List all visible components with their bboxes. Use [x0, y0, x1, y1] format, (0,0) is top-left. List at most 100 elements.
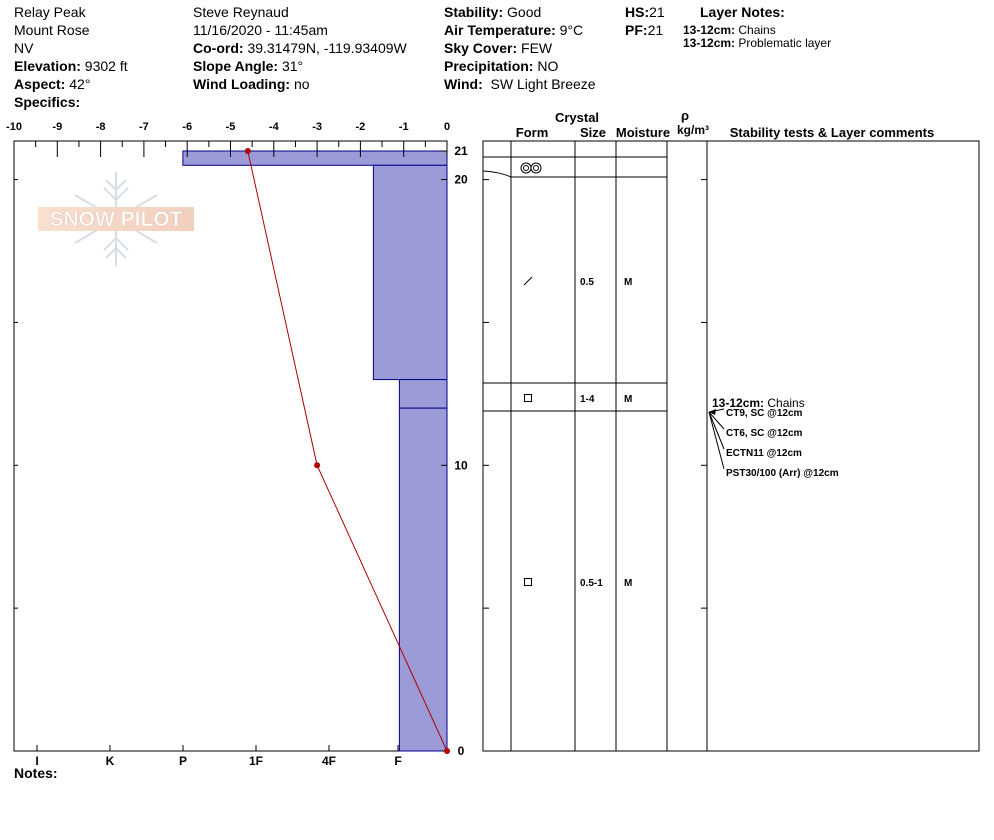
header-crystal: Crystal: [555, 110, 599, 125]
depth-connector: [482, 170, 512, 178]
location: Relay Peak: [14, 4, 86, 20]
slope-row: Slope Angle: 31°: [193, 58, 304, 74]
layer-moisture: M: [624, 277, 632, 288]
temperature-axis: -10 -9 -8 -7 -6 -5 -4 -3 -2 -1 0: [6, 121, 450, 157]
rounds-icon: [533, 165, 539, 171]
layer-table-rows: 0.5 M 1-4 M 0.5-1 M: [482, 156, 667, 589]
layer-comment-depth: 13-12cm:: [712, 396, 764, 410]
layer-table-frame: [482, 140, 980, 752]
pf-value: 21: [647, 22, 664, 38]
layer-table-columns: [510, 141, 708, 751]
header-moisture: Moisture: [616, 125, 670, 140]
layer-size: 0.5: [580, 277, 594, 288]
coord-row: Co-ord: 39.31479N, -119.93409W: [193, 40, 407, 56]
layer-comment: 13-12cm: Chains: [712, 396, 805, 410]
hardness-layer-bar: [372, 164, 448, 381]
temp-tick-label: -9: [52, 121, 62, 133]
datetime: 11/16/2020 - 11:45am: [193, 22, 328, 38]
layer-size: 0.5-1: [580, 578, 603, 589]
wind-loading-row: Wind Loading: no: [193, 76, 310, 92]
hardness-tick-label: 4F: [322, 754, 336, 768]
depth-tick-label: 21: [454, 144, 468, 158]
air-temp-value: 9°C: [559, 22, 584, 38]
depth-axis: 0 10 20 21: [14, 144, 707, 758]
hardness-tick-label: F: [394, 754, 401, 768]
temperature-profile: [244, 148, 450, 754]
snowpilot-logo: SNOW PILOT: [38, 172, 194, 266]
test-pointer-line: [708, 411, 725, 430]
elevation-value: 9302 ft: [84, 58, 128, 74]
layer-note-1: 13-12cm: Chains: [683, 23, 776, 37]
temp-tick-label: -1: [399, 121, 409, 133]
layer-comment-text: Chains: [767, 396, 804, 410]
hardness-layer-bar: [182, 150, 448, 166]
stability-value: Good: [507, 4, 542, 20]
temp-tick-label: -5: [226, 121, 236, 133]
aspect-row: Aspect: 42°: [14, 76, 91, 92]
hardness-layer-bar: [398, 407, 448, 752]
temp-tick-label: -10: [6, 121, 22, 133]
rounds-icon: [523, 165, 529, 171]
temp-tick-label: -4: [269, 121, 280, 133]
layer-moisture: M: [624, 394, 632, 405]
hardness-tick-label: 1F: [249, 754, 263, 768]
layer-note-2: 13-12cm: Problematic layer: [683, 36, 832, 50]
stability-row: Stability: Good: [444, 4, 542, 20]
observer: Steve Reynaud: [193, 4, 289, 20]
hs-row: HS:21: [625, 4, 665, 20]
temp-tick-label: -2: [356, 121, 366, 133]
temperature-point: [314, 462, 321, 469]
rounds-icon: [520, 162, 532, 174]
temp-tick-label: -7: [139, 121, 149, 133]
air-temp-row: Air Temperature: 9°C: [444, 22, 584, 38]
sky-value: FEW: [521, 40, 553, 56]
hardness-tick-label: P: [179, 754, 187, 768]
hardness-tick-label: I: [35, 754, 38, 768]
header-density-unit: kg/m³: [677, 123, 709, 137]
layer-size: 1-4: [580, 394, 595, 405]
sky-row: Sky Cover: FEW: [444, 40, 553, 56]
pf-row: PF:21: [625, 22, 664, 38]
square-icon: [524, 578, 532, 586]
wind-row: Wind: SW Light Breeze: [444, 76, 596, 92]
temperature-point: [244, 148, 251, 154]
stability-test-1: CT9, SC @12cm: [726, 408, 803, 419]
test-pointer-arrowhead: [709, 409, 716, 415]
temp-tick-label: 0: [444, 121, 450, 133]
header-rho: ρ: [681, 108, 689, 123]
aspect-value: 42°: [69, 76, 91, 92]
coord-value: 39.31479N, -119.93409W: [247, 40, 407, 56]
svg-text:13-12cm: Chains: 13-12cm: Chains: [712, 396, 805, 410]
hs-value: 21: [649, 4, 665, 20]
temp-tick-label: -3: [312, 121, 322, 133]
layer-notes-title: Layer Notes:: [700, 4, 785, 20]
test-pointer-line: [708, 411, 725, 470]
stability-test-4: PST30/100 (Arr) @12cm: [726, 468, 839, 479]
header-size: Size: [580, 125, 606, 140]
slope-value: 31°: [281, 58, 304, 74]
header-comments: Stability tests & Layer comments: [730, 125, 934, 140]
watermark-text: SNOW PILOT: [50, 208, 183, 231]
depth-tick-label: 0: [458, 744, 465, 758]
stability-test-arrows: [708, 408, 725, 470]
temperature-point: [444, 748, 450, 754]
temp-tick-label: -6: [182, 121, 192, 133]
wind-loading-value: no: [293, 76, 310, 92]
hardness-bars: [182, 150, 448, 752]
precip-value: NO: [537, 58, 559, 74]
state: NV: [14, 40, 34, 56]
precip-row: Precipitation: NO: [444, 58, 559, 74]
depth-tick-label: 10: [454, 458, 468, 472]
rounds-icon: [530, 162, 542, 174]
square-icon: [524, 394, 532, 402]
temp-tick-label: -8: [96, 121, 106, 133]
notes-label: Notes:: [14, 765, 58, 781]
stability-test-2: CT6, SC @12cm: [726, 428, 803, 439]
wind-value: SW Light Breeze: [490, 76, 596, 92]
stability-test-3: ECTN11 @12cm: [726, 448, 802, 459]
region: Mount Rose: [14, 22, 90, 38]
specifics-row: Specifics:: [14, 94, 81, 110]
hardness-layer-bar: [398, 379, 448, 409]
layer-moisture: M: [624, 578, 632, 589]
